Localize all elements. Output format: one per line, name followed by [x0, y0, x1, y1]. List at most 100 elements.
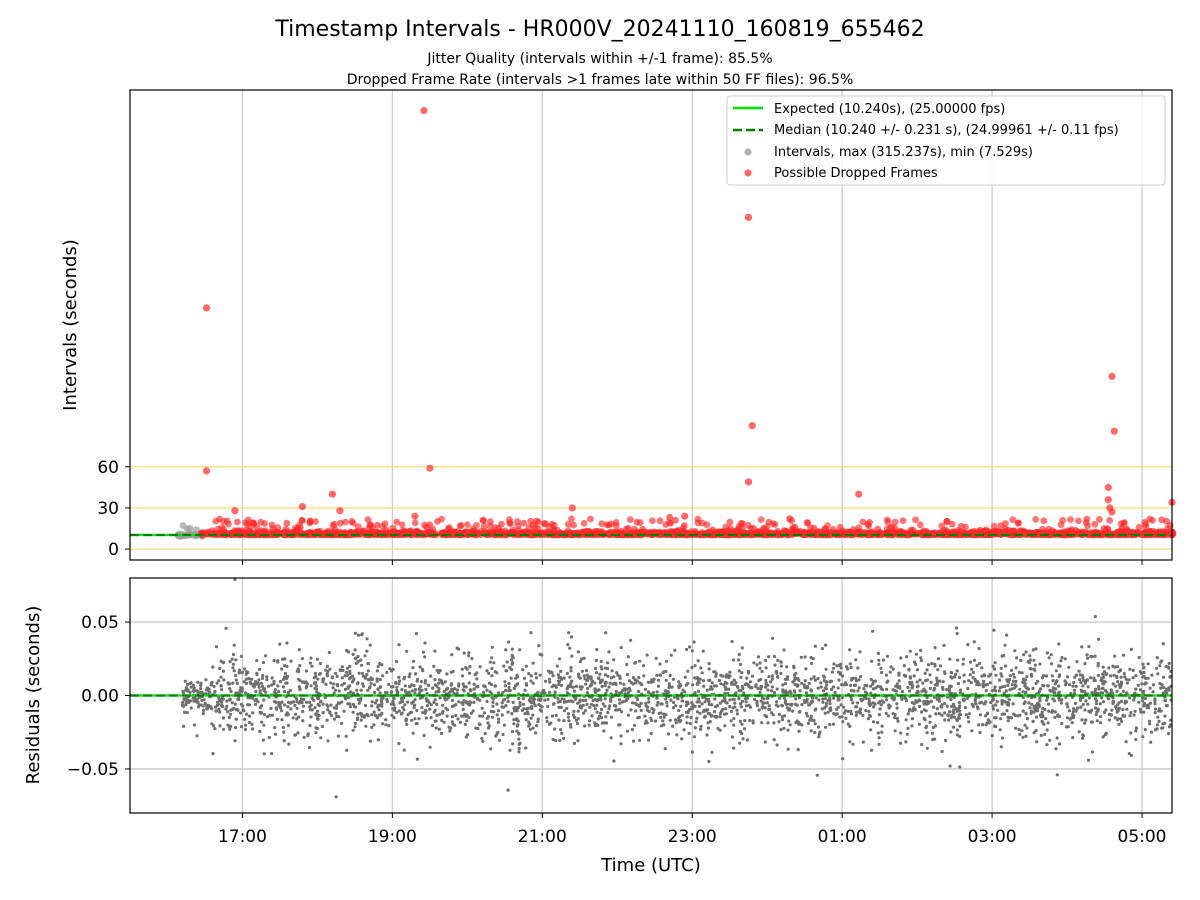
residual-point: [1074, 684, 1078, 689]
residual-point: [463, 722, 467, 727]
top-panel-marks: [130, 107, 1177, 540]
residual-point: [729, 709, 734, 714]
residual-point: [210, 707, 214, 711]
residual-point: [1054, 747, 1058, 751]
residual-point: [1089, 708, 1094, 713]
residual-point: [880, 670, 884, 675]
residual-point: [234, 658, 238, 662]
residual-point: [1057, 642, 1061, 646]
residual-point: [599, 707, 604, 712]
residual-point: [1082, 678, 1086, 683]
residual-point: [712, 684, 717, 688]
residual-point: [534, 731, 538, 735]
residual-point: [687, 731, 691, 736]
residual-point: [1112, 673, 1116, 677]
residual-point: [443, 680, 447, 684]
residual-point: [728, 704, 732, 709]
residual-point: [904, 718, 908, 722]
residual-point: [545, 716, 549, 720]
dropped-frame-point: [234, 518, 241, 526]
residual-point: [273, 732, 278, 736]
residual-point: [212, 684, 216, 689]
residual-point: [664, 678, 668, 682]
residual-point: [971, 670, 976, 675]
residual-point: [261, 738, 265, 742]
legend-box: [726, 95, 1166, 186]
residual-point: [195, 734, 199, 738]
residual-point: [775, 669, 779, 674]
residual-point: [693, 704, 697, 709]
residual-point: [440, 718, 444, 723]
residual-point: [1084, 699, 1088, 703]
residual-point: [1153, 699, 1157, 703]
residual-point: [510, 730, 514, 734]
residual-point: [844, 665, 849, 669]
residual-point: [924, 690, 928, 694]
residual-point: [854, 676, 858, 680]
residual-point: [977, 662, 982, 666]
residual-point: [595, 647, 599, 652]
residual-point: [491, 704, 495, 708]
residual-point: [979, 700, 984, 704]
residual-point: [748, 686, 753, 690]
residual-point: [213, 690, 217, 694]
residual-point: [1049, 653, 1053, 657]
residual-point: [285, 681, 289, 685]
residual-point: [1094, 687, 1098, 691]
residual-point: [1142, 704, 1146, 708]
residual-point: [295, 706, 299, 710]
residual-point: [343, 674, 347, 678]
residual-point: [943, 711, 947, 715]
residual-point: [604, 631, 608, 635]
residual-point: [600, 684, 604, 689]
residual-point: [841, 757, 845, 761]
residual-point: [324, 668, 328, 672]
residual-point: [402, 748, 406, 752]
residual-point: [674, 704, 678, 708]
dropped-frame-point: [205, 528, 213, 536]
residual-point: [472, 682, 476, 686]
residual-point: [1058, 664, 1062, 668]
dropped-frame-point: [498, 520, 505, 528]
residual-point: [543, 698, 547, 702]
residual-point: [904, 740, 908, 744]
interval-point: [183, 525, 191, 533]
dropped-frame-point: [247, 522, 255, 530]
residual-point: [999, 717, 1003, 721]
residual-point: [836, 686, 840, 690]
residual-point: [636, 716, 640, 720]
dropped-frame-point: [542, 520, 549, 527]
residual-point: [622, 682, 626, 686]
residual-point: [775, 700, 779, 704]
residual-point: [366, 678, 370, 682]
dropped-frame-point: [426, 464, 434, 472]
residual-point: [562, 700, 566, 704]
residual-point: [680, 737, 684, 741]
residual-point: [1113, 654, 1117, 658]
residual-point: [760, 669, 764, 674]
residual-point: [450, 653, 454, 657]
residual-point: [201, 704, 205, 708]
residual-point: [777, 696, 782, 700]
residual-point: [728, 698, 732, 702]
residual-point: [228, 660, 232, 664]
residual-point: [1117, 706, 1121, 710]
residual-point: [262, 712, 267, 717]
residual-point: [626, 691, 630, 695]
residual-point: [1109, 713, 1113, 717]
residual-point: [357, 671, 361, 675]
residual-point: [583, 677, 587, 681]
residual-point: [823, 725, 828, 729]
residual-point: [846, 722, 850, 726]
residual-point: [1113, 665, 1117, 669]
residual-point: [1077, 669, 1081, 673]
dropped-frame-point: [605, 521, 613, 529]
residual-point: [1165, 703, 1169, 708]
residual-point: [686, 700, 690, 705]
residual-point: [852, 683, 857, 688]
residual-point: [1053, 710, 1057, 714]
residual-point: [848, 648, 852, 652]
residual-point: [234, 717, 238, 721]
residual-point: [685, 715, 689, 719]
